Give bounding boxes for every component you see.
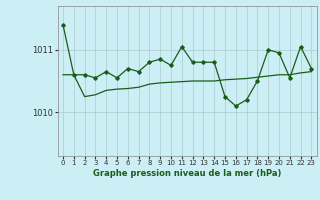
- X-axis label: Graphe pression niveau de la mer (hPa): Graphe pression niveau de la mer (hPa): [93, 169, 281, 178]
